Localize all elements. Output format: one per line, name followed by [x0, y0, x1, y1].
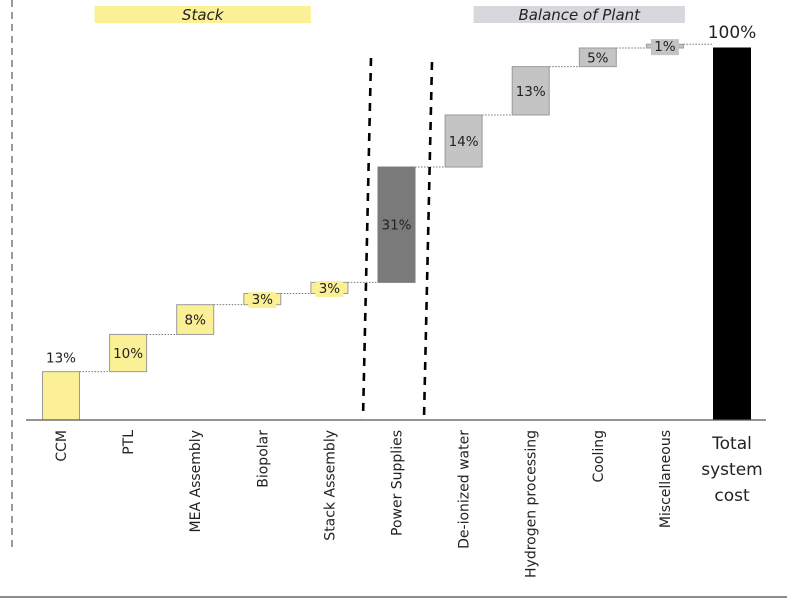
value-label-total-system-cost: 100%	[708, 23, 757, 43]
bar-total-system-cost	[713, 47, 751, 421]
power-supplies-divider-left	[361, 57, 373, 419]
group-header-balance-of-plant	[473, 6, 685, 23]
label-bg-biopolar	[248, 292, 277, 309]
value-label-cooling: 5%	[587, 50, 609, 66]
bar-power-supplies	[377, 166, 416, 283]
category-label-ptl: PTL	[121, 430, 137, 455]
value-label-de-ionized-water: 14%	[449, 134, 479, 150]
category-label-power-supplies: Power Supplies	[390, 430, 406, 536]
bar-ptl	[109, 333, 148, 373]
group-title-balance-of-plant: Balance of Plant	[518, 6, 641, 24]
category-label-cooling: Cooling	[591, 430, 607, 482]
category-label-hydrogen-processing: Hydrogen processing	[524, 430, 540, 578]
value-label-hydrogen-processing: 13%	[516, 84, 546, 100]
value-label-ptl: 10%	[113, 346, 143, 362]
bar-mea-assembly	[176, 304, 215, 335]
group-title-stack: Stack	[182, 6, 225, 24]
category-label-miscellaneous: Miscellaneous	[658, 430, 674, 528]
category-label-stack-assembly: Stack Assembly	[322, 430, 338, 541]
bar-cooling	[578, 47, 617, 68]
value-label-stack-assembly: 3%	[319, 281, 341, 297]
power-supplies-divider-right	[422, 61, 434, 419]
category-label-biopolar: Biopolar	[255, 430, 271, 488]
group-header-stack	[94, 6, 311, 23]
category-label-ccm: CCM	[54, 430, 70, 462]
category-label-de-ionized-water: De-ionized water	[457, 430, 473, 549]
value-label-biopolar: 3%	[252, 292, 274, 308]
value-label-mea-assembly: 8%	[184, 313, 206, 329]
label-bg-miscellaneous	[650, 39, 679, 56]
value-label-ccm: 13%	[46, 351, 76, 367]
bar-hydrogen-processing	[511, 66, 550, 116]
label-bg-stack-assembly	[315, 280, 344, 297]
bar-de-ionized-water	[444, 114, 483, 168]
value-label-miscellaneous: 1%	[654, 39, 676, 55]
value-label-power-supplies: 31%	[381, 218, 411, 234]
bar-ccm	[42, 371, 80, 421]
category-label-total-system-cost: Total system cost	[701, 434, 762, 506]
category-label-mea-assembly: MEA Assembly	[188, 430, 204, 532]
